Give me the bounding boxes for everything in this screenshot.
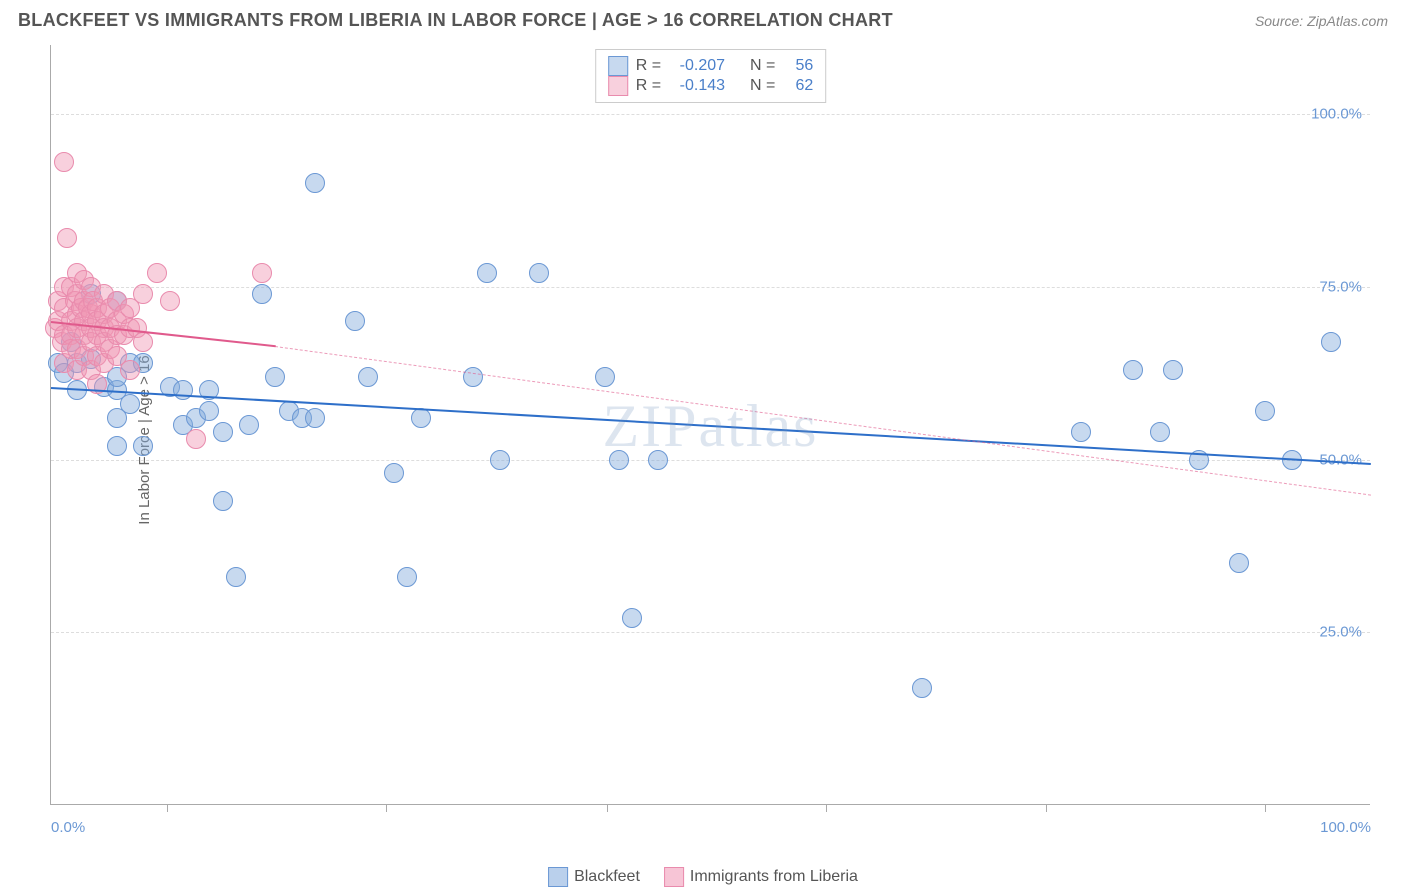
data-point [384, 463, 404, 483]
data-point [133, 436, 153, 456]
data-point [120, 394, 140, 414]
plot-area: ZIPatlas 25.0%50.0%75.0%100.0%0.0%100.0%… [50, 45, 1370, 805]
data-point [463, 367, 483, 387]
legend-label-liberia: Immigrants from Liberia [690, 868, 858, 886]
data-point [57, 228, 77, 248]
r-label: R = [636, 57, 661, 75]
header-bar: BLACKFEET VS IMMIGRANTS FROM LIBERIA IN … [0, 0, 1406, 37]
chart-container: In Labor Force | Age > 16 ZIPatlas 25.0%… [50, 45, 1390, 835]
data-point [213, 491, 233, 511]
x-tick-label: 100.0% [1320, 819, 1371, 836]
data-point [147, 263, 167, 283]
n-label: N = [750, 57, 775, 75]
data-point [213, 422, 233, 442]
data-point [1163, 360, 1183, 380]
data-point [345, 311, 365, 331]
gridline [51, 287, 1370, 288]
data-point [305, 173, 325, 193]
legend-bottom: Blackfeet Immigrants from Liberia [548, 867, 858, 887]
correlation-legend-row: R = -0.207 N = 56 [608, 56, 814, 76]
data-point [529, 263, 549, 283]
source-label: Source: ZipAtlas.com [1255, 13, 1388, 29]
data-point [1255, 401, 1275, 421]
legend-item-blackfeet: Blackfeet [548, 867, 640, 887]
x-tick [826, 804, 827, 812]
r-value: -0.143 [669, 77, 725, 95]
n-value: 56 [783, 57, 813, 75]
chart-title: BLACKFEET VS IMMIGRANTS FROM LIBERIA IN … [18, 10, 893, 31]
data-point [1150, 422, 1170, 442]
data-point [133, 284, 153, 304]
data-point [1123, 360, 1143, 380]
legend-swatch-liberia [664, 867, 684, 887]
r-value: -0.207 [669, 57, 725, 75]
n-value: 62 [783, 77, 813, 95]
data-point [305, 408, 325, 428]
trend-line-extrapolated [275, 346, 1371, 496]
data-point [54, 152, 74, 172]
y-tick-label: 100.0% [1311, 106, 1362, 123]
data-point [186, 429, 206, 449]
n-label: N = [750, 77, 775, 95]
data-point [358, 367, 378, 387]
data-point [173, 380, 193, 400]
data-point [239, 415, 259, 435]
gridline [51, 114, 1370, 115]
data-point [912, 678, 932, 698]
legend-swatch-blackfeet [548, 867, 568, 887]
r-label: R = [636, 77, 661, 95]
y-tick-label: 25.0% [1319, 624, 1362, 641]
data-point [107, 436, 127, 456]
correlation-legend-row: R = -0.143 N = 62 [608, 76, 814, 96]
x-tick [607, 804, 608, 812]
gridline [51, 632, 1370, 633]
data-point [133, 332, 153, 352]
legend-swatch [608, 56, 628, 76]
data-point [490, 450, 510, 470]
correlation-legend: R = -0.207 N = 56 R = -0.143 N = 62 [595, 49, 827, 103]
data-point [120, 360, 140, 380]
data-point [199, 401, 219, 421]
data-point [595, 367, 615, 387]
data-point [226, 567, 246, 587]
data-point [252, 263, 272, 283]
data-point [609, 450, 629, 470]
data-point [1071, 422, 1091, 442]
data-point [1229, 553, 1249, 573]
gridline [51, 460, 1370, 461]
data-point [648, 450, 668, 470]
data-point [265, 367, 285, 387]
legend-swatch [608, 76, 628, 96]
x-tick [1265, 804, 1266, 812]
data-point [477, 263, 497, 283]
x-tick-label: 0.0% [51, 819, 85, 836]
x-tick [386, 804, 387, 812]
y-tick-label: 75.0% [1319, 278, 1362, 295]
data-point [252, 284, 272, 304]
data-point [411, 408, 431, 428]
legend-item-liberia: Immigrants from Liberia [664, 867, 858, 887]
x-tick [1046, 804, 1047, 812]
data-point [160, 291, 180, 311]
data-point [1321, 332, 1341, 352]
x-tick [167, 804, 168, 812]
data-point [397, 567, 417, 587]
legend-label-blackfeet: Blackfeet [574, 868, 640, 886]
data-point [622, 608, 642, 628]
